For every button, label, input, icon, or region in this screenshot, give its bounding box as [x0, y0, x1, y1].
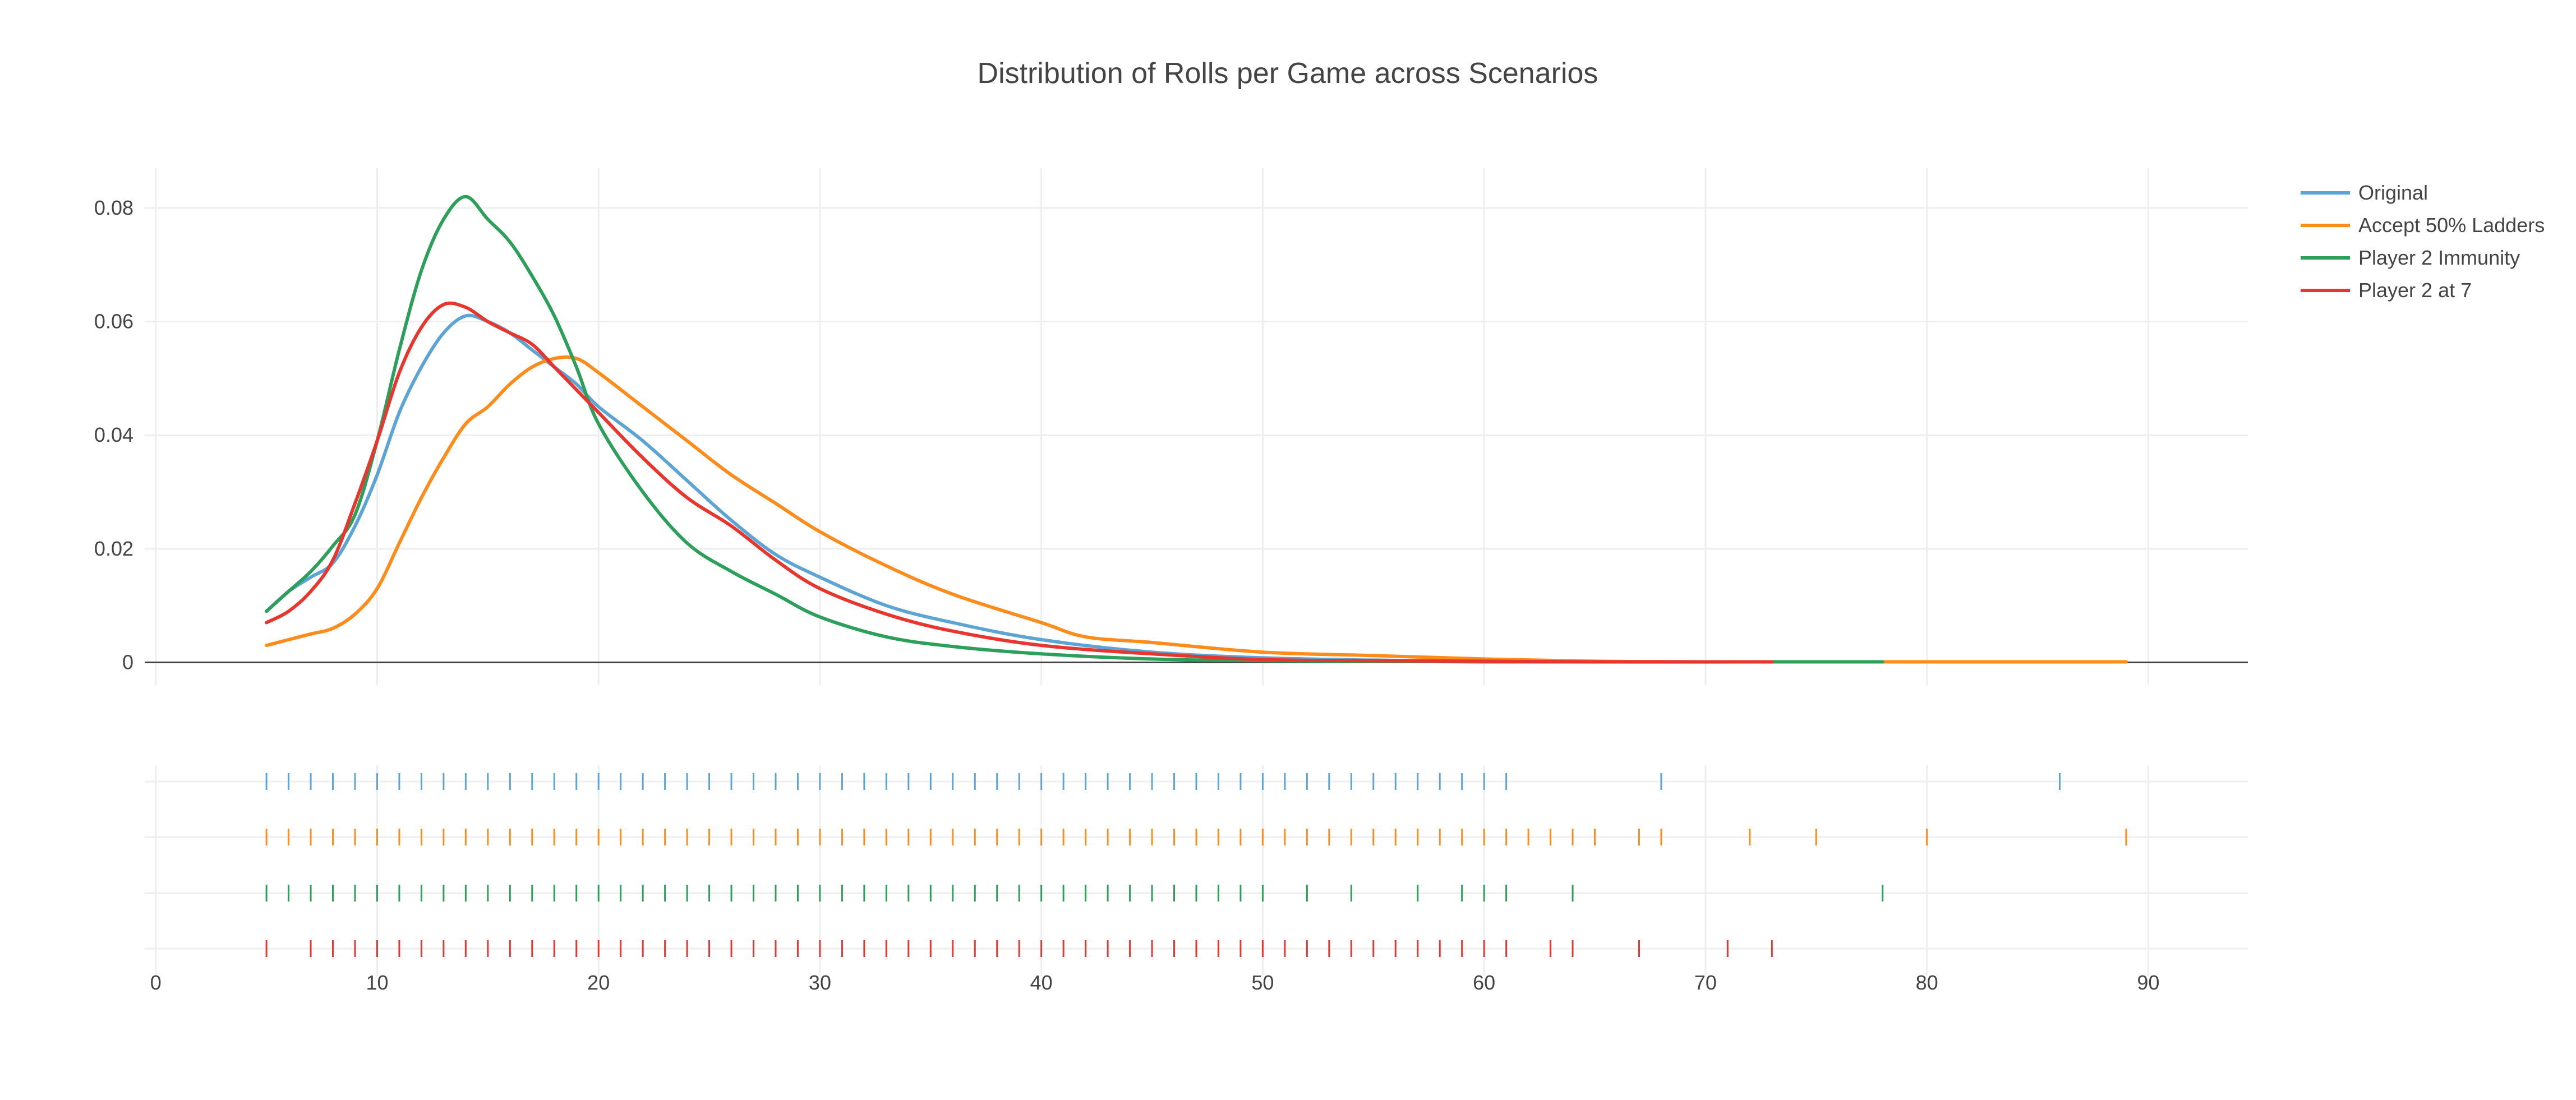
x-tick-label: 0 — [150, 971, 162, 994]
x-tick-label: 80 — [1916, 971, 1938, 994]
y-tick-label: 0.02 — [94, 537, 133, 560]
legend-item-2[interactable]: Accept 50% Ladders — [2301, 214, 2545, 237]
x-tick-label: 70 — [1694, 971, 1717, 994]
series-line-4 — [265, 301, 1774, 664]
y-tick-label: 0.08 — [94, 196, 133, 219]
rug-row-4 — [265, 940, 1773, 957]
rug-row-2 — [265, 829, 2127, 845]
x-tick-label: 50 — [1251, 971, 1274, 994]
grid — [145, 168, 2248, 976]
y-tick-label: 0.04 — [94, 423, 133, 446]
rug-plot — [265, 773, 2127, 957]
x-tick-label: 90 — [2137, 971, 2159, 994]
legend-label: Original — [2358, 181, 2428, 204]
legend-item-1[interactable]: Original — [2301, 181, 2428, 204]
legend-label: Player 2 at 7 — [2358, 279, 2472, 302]
rug-row-3 — [265, 885, 1884, 902]
series-line-1 — [265, 313, 2062, 664]
series-line-3 — [265, 195, 1884, 664]
y-tick-label: 0 — [122, 650, 133, 673]
x-tick-label: 40 — [1030, 971, 1053, 994]
density-series — [265, 195, 2128, 664]
legend[interactable]: Original Accept 50% Ladders Player 2 Immun… — [2301, 181, 2545, 302]
x-tick-label: 10 — [366, 971, 388, 994]
x-tick-label: 20 — [587, 971, 610, 994]
x-tick-label: 60 — [1473, 971, 1495, 994]
series-line-2 — [265, 355, 2128, 664]
y-tick-label: 0.06 — [94, 310, 133, 333]
y-axis-ticks: 0 0.02 0.04 0.06 0.08 — [94, 196, 133, 674]
legend-label: Accept 50% Ladders — [2358, 214, 2545, 237]
rug-row-1 — [265, 773, 2061, 790]
legend-item-4[interactable]: Player 2 at 7 — [2301, 279, 2472, 302]
chart-title: Distribution of Rolls per Game across Sc… — [978, 57, 1598, 90]
x-tick-label: 30 — [809, 971, 831, 994]
legend-label: Player 2 Immunity — [2358, 246, 2520, 269]
x-axis-ticks: 0 10 20 30 40 50 60 70 80 90 — [150, 971, 2160, 994]
legend-item-3[interactable]: Player 2 Immunity — [2301, 246, 2520, 269]
